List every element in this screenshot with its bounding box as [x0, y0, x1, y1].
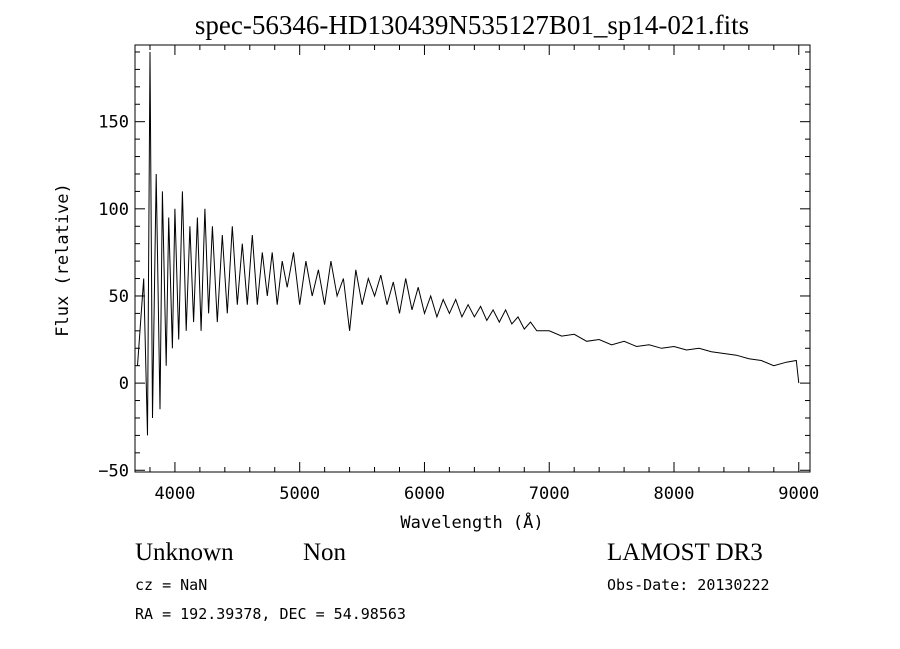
x-tick-label: 9000	[778, 484, 819, 504]
cz-value: cz = NaN	[135, 576, 207, 594]
x-tick-label: 7000	[529, 484, 570, 504]
x-tick-label: 8000	[654, 484, 695, 504]
x-tick-label: 5000	[279, 484, 320, 504]
y-tick-label: 50	[109, 287, 129, 307]
x-tick-label: 6000	[404, 484, 445, 504]
y-axis-label: Flux (relative)	[53, 183, 73, 337]
coordinates: RA = 192.39378, DEC = 54.98563	[135, 605, 406, 623]
x-tick-label: 4000	[154, 484, 195, 504]
y-tick-labels: −50 0 50 100 150	[98, 113, 129, 482]
flux-line	[137, 51, 800, 436]
y-tick-label: −50	[98, 461, 129, 481]
survey-label: LAMOST DR3	[607, 539, 763, 566]
y-tick-label: 150	[98, 113, 129, 133]
obs-date: Obs-Date: 20130222	[607, 576, 770, 594]
plot-frame	[134, 44, 811, 473]
x-axis-label: Wavelength (Å)	[400, 511, 543, 533]
y-tick-label: 100	[98, 200, 129, 220]
subclass: Non	[303, 539, 347, 566]
y-tick-label: 0	[119, 374, 129, 394]
axis-ticks	[135, 45, 810, 472]
object-class: Unknown	[135, 539, 234, 566]
x-tick-labels: 4000 5000 6000 7000 8000 9000	[154, 484, 819, 504]
chart-title: spec-56346-HD130439N535127B01_sp14-021.f…	[195, 10, 749, 40]
